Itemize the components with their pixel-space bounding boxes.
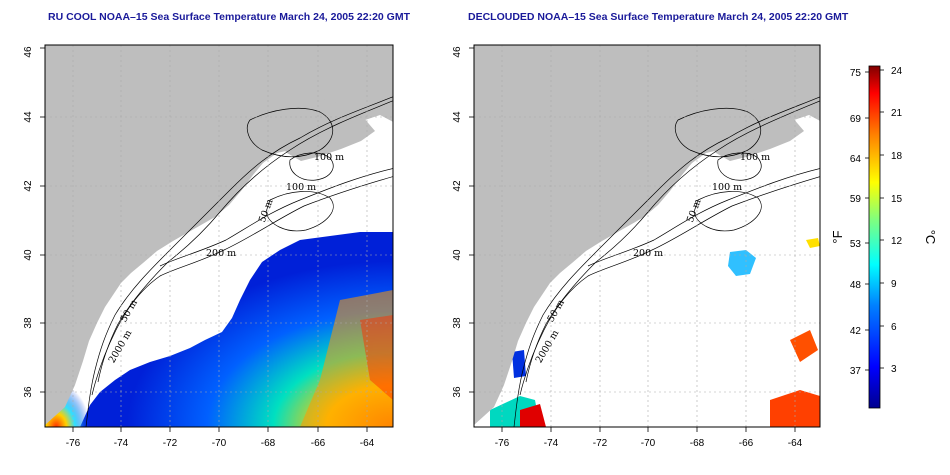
colorbar-celsius-tick: 9	[891, 279, 897, 290]
colorbar-celsius-tick: 21	[891, 108, 903, 119]
right-lat-tick: 46	[452, 46, 463, 58]
colorbar-fahrenheit-tick: 53	[850, 239, 862, 250]
left-lat-tick: 36	[23, 386, 34, 398]
colorbar-fahrenheit-tick: 75	[850, 68, 862, 79]
right-lon-tick: -64	[788, 438, 803, 449]
colorbar-celsius-unit: °C	[923, 230, 938, 245]
left-lon-tick: -66	[311, 438, 326, 449]
colorbar-fahrenheit-tick: 48	[850, 280, 862, 291]
left-lat-tick: 46	[23, 46, 34, 58]
left-panel-title: RU COOL NOAA–15 Sea Surface Temperature …	[48, 11, 411, 23]
right-lat-tick: 44	[452, 111, 463, 123]
right-lat-tick: 38	[452, 317, 463, 329]
right-contour-label-1: 100 m	[740, 152, 770, 163]
left-lon-tick: -64	[360, 438, 375, 449]
right-lon-tick: -72	[593, 438, 608, 449]
right-lat-tick: 36	[452, 386, 463, 398]
left-lon-tick: -70	[212, 438, 227, 449]
colorbar-fahrenheit-unit: °F	[830, 230, 845, 243]
left-lat-tick: 38	[23, 317, 34, 329]
right-contour-label-4: 200 m	[633, 248, 663, 259]
left-map-panel: 100 m 100 m 50 m 200 m 50 m 2000 m -76 -…	[23, 44, 394, 449]
left-contour-label-2: 100 m	[286, 182, 316, 193]
left-lat-tick: 40	[23, 249, 34, 261]
left-lon-tick: -74	[114, 438, 129, 449]
left-gridlines	[45, 45, 393, 427]
right-lon-tick: -68	[690, 438, 705, 449]
left-lon-tick: -76	[66, 438, 81, 449]
colorbar-fahrenheit-tick: 64	[850, 154, 862, 165]
left-lon-tick: -68	[261, 438, 276, 449]
right-lon-tick: -66	[739, 438, 754, 449]
colorbar-fahrenheit-tick: 59	[850, 194, 862, 205]
right-lat-tick: 42	[452, 180, 463, 192]
colorbar-celsius-tick: 12	[891, 236, 903, 247]
colorbar-celsius-tick: 24	[891, 66, 903, 77]
left-lon-tick: -72	[163, 438, 178, 449]
left-contour-label-4: 200 m	[206, 248, 236, 259]
right-panel-title: DECLOUDED NOAA–15 Sea Surface Temperatur…	[468, 11, 849, 23]
right-map-panel: 100 m 100 m 50 m 200 m 50 m 2000 m -76 -…	[452, 44, 821, 449]
left-lat-tick: 44	[23, 111, 34, 123]
colorbar-fahrenheit-tick: 42	[850, 326, 862, 337]
right-lon-tick: -76	[495, 438, 510, 449]
left-lat-tick: 42	[23, 180, 34, 192]
colorbar-celsius-tick: 3	[891, 364, 897, 375]
right-lon-tick: -74	[544, 438, 559, 449]
left-contour-label-1: 100 m	[314, 152, 344, 163]
colorbar-celsius-tick: 6	[891, 322, 897, 333]
right-contour-label-2: 100 m	[712, 182, 742, 193]
right-lat-tick: 40	[452, 249, 463, 261]
colorbar-celsius-tick: 15	[891, 194, 903, 205]
left-sst-field	[80, 232, 393, 427]
temperature-colorbar: 75 69 64 59 53 48 42 37 24 21 18 15 12 9…	[830, 65, 938, 409]
colorbar-celsius-tick: 18	[891, 151, 903, 162]
right-lon-tick: -70	[641, 438, 656, 449]
right-gridlines	[474, 45, 820, 427]
colorbar-fahrenheit-tick: 37	[850, 366, 862, 377]
colorbar-fahrenheit-tick: 69	[850, 114, 862, 125]
